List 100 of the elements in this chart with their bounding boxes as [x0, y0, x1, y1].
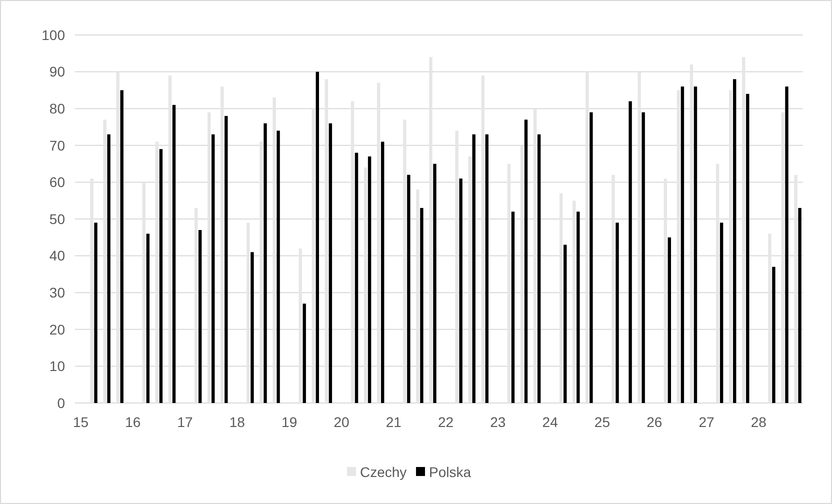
- bar: [420, 208, 424, 403]
- y-tick-label: 10: [49, 358, 66, 374]
- y-tick-label: 90: [49, 64, 66, 80]
- bar: [302, 304, 306, 403]
- bar: [768, 234, 772, 403]
- bar: [172, 104, 176, 403]
- bar: [537, 134, 541, 403]
- bar: [120, 90, 124, 403]
- bar: [416, 190, 420, 403]
- bar: [628, 101, 632, 403]
- bar: [694, 86, 698, 403]
- x-tick-label: 17: [177, 414, 194, 430]
- y-tick-label: 20: [49, 321, 66, 338]
- bar: [403, 120, 406, 403]
- x-tick-label: 25: [594, 414, 610, 430]
- x-tick-label: 21: [386, 414, 402, 430]
- bar: [612, 174, 615, 403]
- y-tick-label: 60: [49, 174, 66, 190]
- bar: [276, 130, 280, 403]
- bar: [742, 57, 746, 403]
- bar: [194, 208, 198, 403]
- bar: [142, 182, 146, 403]
- bar: [485, 134, 488, 403]
- bar: [246, 222, 250, 403]
- bar: [680, 86, 684, 403]
- bar: [208, 112, 211, 403]
- legend-label: Czechy: [360, 464, 407, 480]
- x-tick-label: 18: [229, 414, 246, 430]
- bar: [638, 72, 641, 403]
- bar: [472, 134, 476, 403]
- bar: [433, 164, 436, 403]
- bar: [380, 142, 384, 403]
- bar: [616, 222, 619, 403]
- bar: [368, 156, 372, 403]
- bar: [716, 164, 720, 403]
- bar: [159, 149, 163, 403]
- x-tick-label: 15: [72, 414, 89, 430]
- x-tick-label: 22: [438, 414, 454, 430]
- bar: [429, 57, 432, 403]
- bar: [560, 193, 563, 403]
- bar: [572, 200, 576, 403]
- bar: [746, 94, 750, 403]
- x-tick-label: 24: [542, 414, 558, 430]
- bar: [168, 75, 172, 403]
- bar: [224, 116, 228, 403]
- bar: [564, 244, 567, 403]
- bar: [364, 167, 368, 403]
- y-tick-label: 50: [49, 210, 66, 227]
- bar: [107, 134, 110, 403]
- bar: [668, 237, 672, 403]
- legend-label: Polska: [429, 464, 472, 480]
- y-tick-label: 30: [49, 284, 66, 300]
- x-tick-label: 16: [125, 414, 141, 430]
- bar: [586, 72, 589, 403]
- bar: [350, 101, 354, 403]
- bar: [455, 130, 458, 403]
- bar: [316, 72, 320, 403]
- bar: [90, 178, 94, 403]
- x-tick-label: 23: [490, 414, 506, 430]
- bar: [690, 64, 694, 403]
- y-tick-label: 0: [57, 394, 66, 411]
- bar: [507, 164, 511, 403]
- bar: [642, 112, 645, 403]
- y-tick-label: 40: [49, 248, 66, 264]
- bar: [459, 178, 462, 403]
- bar: [520, 145, 524, 403]
- bar: [729, 90, 732, 403]
- bar: [407, 174, 410, 403]
- x-tick-label: 28: [750, 414, 767, 430]
- bar: [468, 156, 472, 403]
- x-tick-label: 20: [334, 414, 350, 430]
- x-tick-label: 19: [282, 414, 298, 430]
- bar: [376, 82, 380, 403]
- bar: [524, 120, 528, 403]
- bar: [781, 112, 784, 403]
- bar: [664, 178, 668, 403]
- bar: [272, 98, 276, 403]
- bar: [324, 79, 328, 403]
- bar: [260, 142, 263, 403]
- bar: [328, 123, 332, 403]
- bar: [798, 208, 802, 403]
- y-tick-label: 80: [49, 100, 66, 116]
- x-tick-label: 27: [698, 414, 715, 430]
- bar: [785, 86, 788, 403]
- bar: [511, 212, 515, 403]
- bar: [212, 134, 215, 403]
- bar: [772, 266, 776, 403]
- bar: [198, 230, 202, 403]
- bar: [481, 75, 484, 403]
- bar: [590, 112, 593, 403]
- bar: [250, 252, 254, 403]
- bar: [146, 234, 150, 403]
- bar: [720, 222, 724, 403]
- bar: [103, 120, 106, 403]
- bar: [312, 108, 316, 403]
- bar: [676, 90, 680, 403]
- bar: [220, 86, 224, 403]
- bar: [354, 152, 358, 403]
- bar: [733, 79, 736, 403]
- y-tick-label: 100: [42, 26, 66, 43]
